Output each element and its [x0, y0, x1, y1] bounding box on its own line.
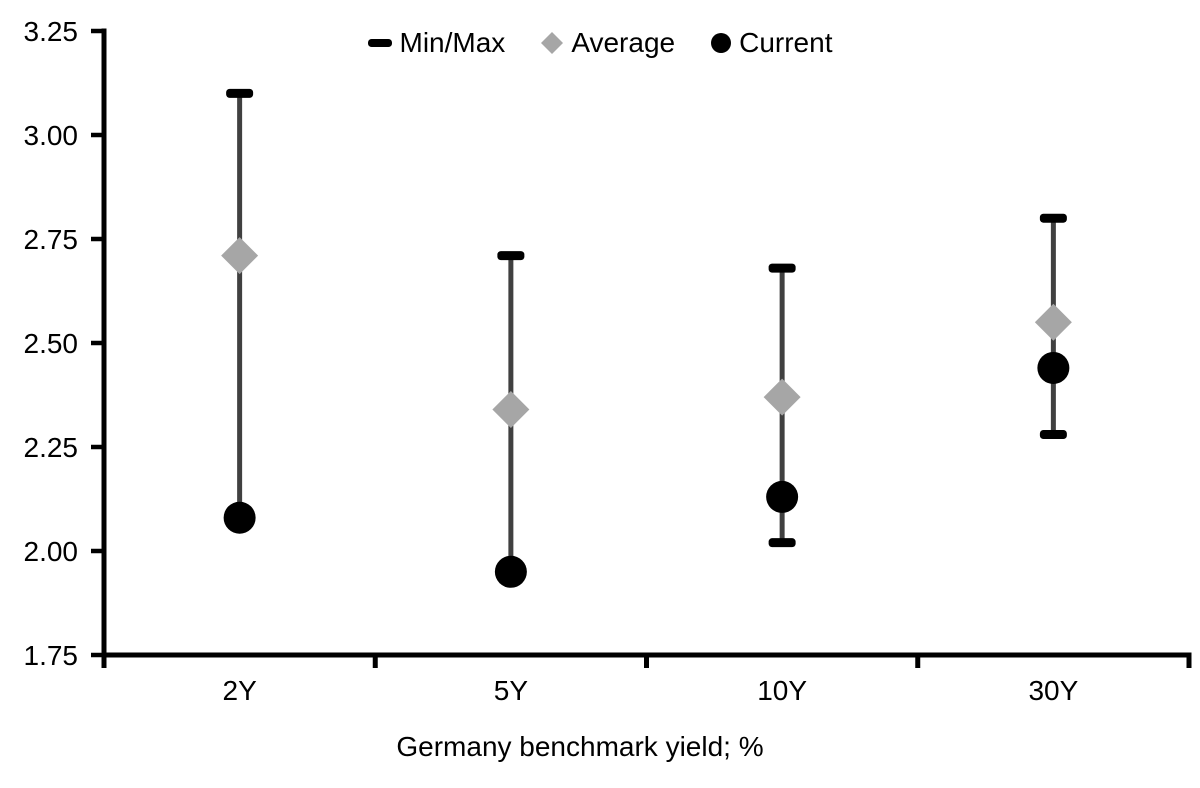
- min-cap-30y: [1039, 430, 1067, 440]
- average-marker-2y: [221, 237, 259, 275]
- y-axis-tick-label: 2.75: [24, 224, 79, 255]
- average-marker-5y: [492, 391, 530, 429]
- y-axis-tick-label: 2.25: [24, 432, 79, 463]
- legend-label: Min/Max: [399, 27, 506, 58]
- x-axis-category-label: 5Y: [494, 675, 529, 706]
- average-marker-30y: [1034, 303, 1072, 341]
- chart-legend: Min/Max Average Current: [0, 26, 1200, 60]
- max-cap-5y: [497, 251, 525, 261]
- y-axis-tick-label: 2.50: [24, 328, 79, 359]
- max-cap-10y: [768, 263, 796, 273]
- y-axis-tick-label: 3.00: [24, 120, 79, 151]
- current-marker-30y: [1037, 351, 1070, 384]
- diamond-icon: [541, 32, 564, 54]
- x-axis-title: Germany benchmark yield; %: [396, 731, 764, 762]
- legend-item-min-max: Min/Max: [367, 26, 506, 60]
- current-marker-5y: [494, 555, 527, 588]
- current-marker-10y: [766, 480, 799, 513]
- legend-label: Current: [739, 27, 833, 58]
- max-cap-30y: [1039, 213, 1067, 223]
- dash-icon: [367, 39, 392, 47]
- legend-label: Average: [571, 27, 676, 58]
- x-axis-category-label: 2Y: [223, 675, 258, 706]
- min-cap-10y: [768, 538, 796, 548]
- circle-icon: [711, 33, 732, 53]
- x-axis-category-label: 10Y: [757, 675, 807, 706]
- x-axis-category-label: 30Y: [1028, 675, 1078, 706]
- y-axis-tick-label: 2.00: [24, 536, 79, 567]
- average-marker-10y: [763, 378, 801, 416]
- max-cap-2y: [226, 88, 254, 98]
- current-marker-2y: [223, 501, 256, 534]
- legend-item-average: Average: [541, 26, 675, 60]
- y-axis-tick-label: 3.25: [24, 16, 79, 47]
- y-axis-tick-label: 1.75: [24, 640, 79, 671]
- legend-item-current: Current: [711, 26, 832, 60]
